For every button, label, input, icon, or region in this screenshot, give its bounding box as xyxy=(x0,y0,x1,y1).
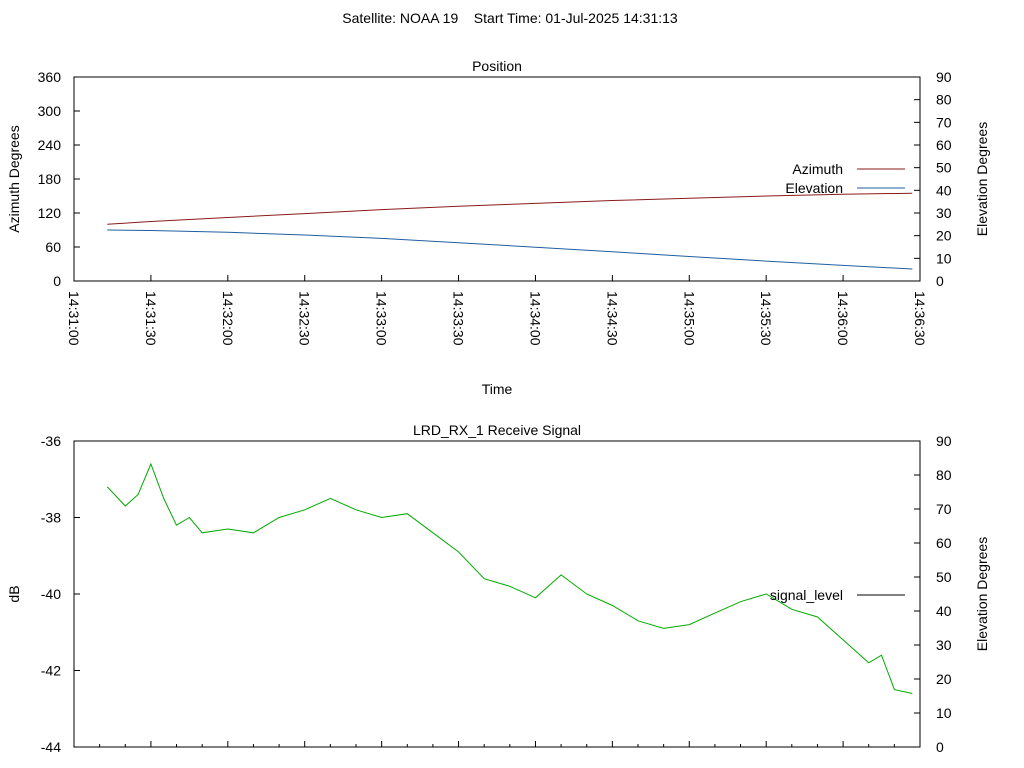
signal-y2-tick-label: 70 xyxy=(936,501,952,517)
position-y2-axis-label: Elevation Degrees xyxy=(974,122,990,236)
position-y-tick-label: 180 xyxy=(38,171,62,187)
position-y-axis-label: Azimuth Degrees xyxy=(6,125,22,232)
position-x-tick-label: 14:34:30 xyxy=(604,291,620,346)
position-y2-tick-label: 60 xyxy=(936,137,952,153)
position-y2-tick-label: 40 xyxy=(936,182,952,198)
position-y2-tick-label: 20 xyxy=(936,228,952,244)
position-x-tick-label: 14:36:00 xyxy=(835,291,851,346)
position-plot-frame xyxy=(73,76,921,282)
position-x-tick-label: 14:31:00 xyxy=(66,291,82,346)
signal-y-tick-label: -38 xyxy=(41,510,61,526)
signal-y2-tick-label: 50 xyxy=(936,569,952,585)
position-x-axis-label: Time xyxy=(482,381,513,397)
position-chart-title: Position xyxy=(472,58,522,74)
position-y2-tick-label: 50 xyxy=(936,160,952,176)
signal-y2-tick-label: 10 xyxy=(936,705,952,721)
signal-y2-tick-label: 0 xyxy=(936,739,944,755)
position-y-tick-label: 120 xyxy=(38,205,62,221)
position-y2-tick-label: 10 xyxy=(936,250,952,266)
figure-title: Satellite: NOAA 19 Start Time: 01-Jul-20… xyxy=(342,10,678,26)
position-y-tick-label: 300 xyxy=(38,103,62,119)
position-x-tick-label: 14:36:30 xyxy=(912,291,928,346)
position-y-tick-label: 240 xyxy=(38,137,62,153)
position-y-tick-label: 60 xyxy=(45,239,61,255)
signal-y-tick-label: -44 xyxy=(41,739,61,755)
position-y2-tick-label: 90 xyxy=(936,69,952,85)
signal-y-tick-label: -40 xyxy=(41,586,61,602)
azimuth-series-line xyxy=(107,192,913,225)
position-y2-tick-label: 30 xyxy=(936,205,952,221)
signal-y2-tick-label: 20 xyxy=(936,671,952,687)
signal-y2-tick-label: 60 xyxy=(936,535,952,551)
signal-y2-tick-label: 40 xyxy=(936,603,952,619)
elevation-series-line xyxy=(107,229,913,270)
signal-y2-axis-label: Elevation Degrees xyxy=(974,537,990,651)
legend-elevation-label: Elevation xyxy=(785,180,843,196)
signal-y2-tick-label: 80 xyxy=(936,467,952,483)
signal-chart-title: LRD_RX_1 Receive Signal xyxy=(413,422,581,438)
position-x-tick-label: 14:35:30 xyxy=(758,291,774,346)
legend-signal-label: signal_level xyxy=(770,587,843,603)
position-y2-tick-label: 70 xyxy=(936,114,952,130)
signal-y-axis-label: dB xyxy=(6,585,22,602)
signal-chart: LRD_RX_1 Receive Signal -36-38-40-42-44 … xyxy=(6,422,990,755)
signal-y-tick-label: -42 xyxy=(41,663,61,679)
position-chart: Position 0 60 120 180 240 300 360 0 10 20 30 40 50 6… xyxy=(6,58,990,397)
signal-y-tick-label: -36 xyxy=(41,433,61,449)
signal-level-series-line xyxy=(106,462,913,694)
position-y2-tick-label: 80 xyxy=(936,92,952,108)
position-x-tick-label: 14:33:30 xyxy=(451,291,467,346)
legend-azimuth-label: Azimuth xyxy=(792,161,843,177)
position-y-tick-label: 0 xyxy=(53,273,61,289)
signal-legend: signal_level xyxy=(770,587,905,603)
position-legend: Azimuth Elevation xyxy=(785,161,905,196)
position-y-tick-label: 360 xyxy=(38,69,62,85)
position-x-tick-label: 14:33:00 xyxy=(374,291,390,346)
position-x-tick-label: 14:34:00 xyxy=(527,291,543,346)
signal-y2-tick-label: 90 xyxy=(936,433,952,449)
position-x-tick-label: 14:35:00 xyxy=(681,291,697,346)
signal-y2-tick-label: 30 xyxy=(936,637,952,653)
position-x-tick-label: 14:31:30 xyxy=(143,291,159,346)
position-y2-tick-label: 0 xyxy=(936,273,944,289)
position-x-tick-label: 14:32:30 xyxy=(297,291,313,346)
position-x-tick-label: 14:32:00 xyxy=(220,291,236,346)
